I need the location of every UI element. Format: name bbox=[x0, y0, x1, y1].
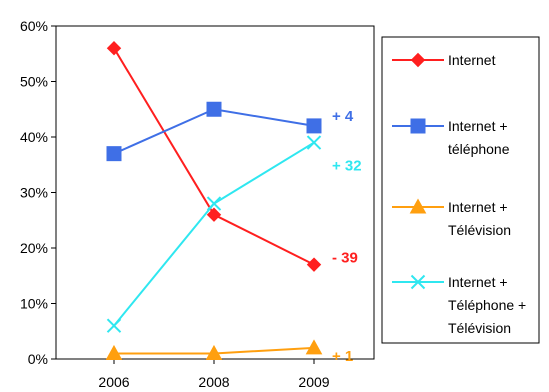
legend-label: Télévision bbox=[448, 320, 511, 336]
series-1-point bbox=[306, 257, 322, 272]
legend-label: Internet + bbox=[448, 199, 508, 215]
series-4-point bbox=[106, 318, 122, 333]
series-2-point bbox=[206, 101, 222, 117]
y-tick-label: 50% bbox=[20, 74, 48, 90]
series-1-point bbox=[206, 207, 222, 222]
series-4-point bbox=[306, 135, 322, 150]
x-axis: 2006 2008 2009 bbox=[98, 359, 330, 390]
series-group bbox=[105, 40, 323, 360]
legend-label: téléphone bbox=[448, 141, 510, 157]
legend-marker bbox=[409, 198, 427, 214]
y-tick-label: 10% bbox=[20, 296, 48, 312]
y-tick-label: 60% bbox=[20, 18, 48, 34]
legend-marker bbox=[410, 52, 426, 68]
annotations: - 39 + 4 + 1 + 32 bbox=[332, 108, 362, 365]
series-1-line bbox=[113, 47, 315, 266]
legend-label: Internet + bbox=[448, 118, 508, 134]
series-annotation: + 4 bbox=[332, 108, 354, 125]
y-tick-label: 40% bbox=[20, 129, 48, 145]
y-tick-label: 30% bbox=[20, 185, 48, 201]
series-2-point bbox=[106, 146, 122, 162]
series-1-point bbox=[106, 40, 122, 56]
y-axis: 0% 10% 20% 30% 40% 50% 60% bbox=[20, 18, 375, 367]
legend-box bbox=[381, 36, 540, 344]
legend-marker bbox=[410, 118, 426, 134]
legend: Internet Internet + téléphone Internet + Tél… bbox=[381, 36, 540, 344]
x-tick-label: 2008 bbox=[198, 374, 229, 390]
series-3-point bbox=[305, 339, 323, 355]
legend-label: Internet bbox=[448, 52, 496, 68]
series-4-line bbox=[113, 141, 315, 327]
series-annotation: + 1 bbox=[332, 348, 353, 365]
x-tick-label: 2006 bbox=[98, 374, 129, 390]
legend-marker bbox=[410, 274, 426, 290]
legend-label: Téléphone + bbox=[448, 297, 526, 313]
series-annotation: - 39 bbox=[332, 250, 358, 267]
series-3-point bbox=[105, 344, 123, 360]
legend-label: Télévision bbox=[448, 222, 511, 238]
series-3-point bbox=[205, 344, 223, 360]
series-4-point bbox=[206, 196, 222, 211]
y-tick-label: 0% bbox=[28, 351, 48, 367]
y-tick-label: 20% bbox=[20, 240, 48, 256]
x-tick-label: 2009 bbox=[298, 374, 329, 390]
series-annotation: + 32 bbox=[332, 158, 362, 175]
plot-area-border bbox=[55, 25, 375, 360]
legend-label: Internet + bbox=[448, 274, 508, 290]
series-2-point bbox=[306, 118, 322, 134]
